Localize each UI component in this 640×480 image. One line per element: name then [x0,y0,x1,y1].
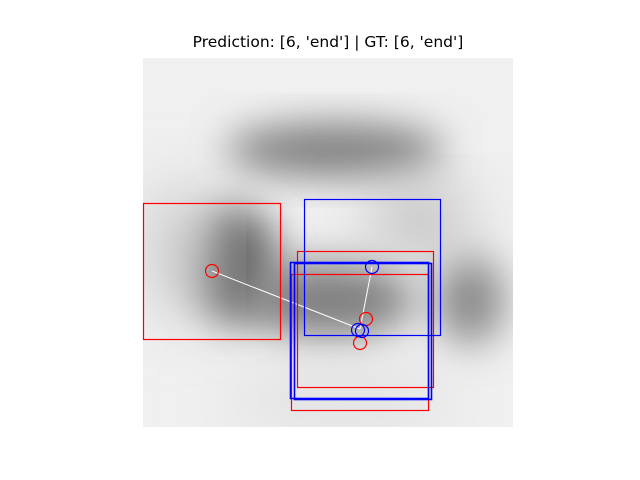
figure-title: Prediction: [6, 'end'] | GT: [6, 'end'] [192,33,464,51]
link-line-ground-truth [359,266,373,330]
ground-truth-box-3 [293,262,433,401]
link-lines [211,266,373,330]
prediction-marker-1 [204,263,220,279]
ground-truth-box-2 [289,261,430,400]
heatmap [143,58,513,427]
link-line-prediction [211,270,361,330]
ground-truth-marker-3 [354,323,370,339]
ground-truth-box-1 [303,198,442,337]
prediction-box-2 [296,250,435,389]
ground-truth-boxes [289,198,442,401]
ground-truth-markers [350,259,380,339]
ground-truth-marker-1 [364,259,380,275]
prediction-box-1 [142,202,282,341]
